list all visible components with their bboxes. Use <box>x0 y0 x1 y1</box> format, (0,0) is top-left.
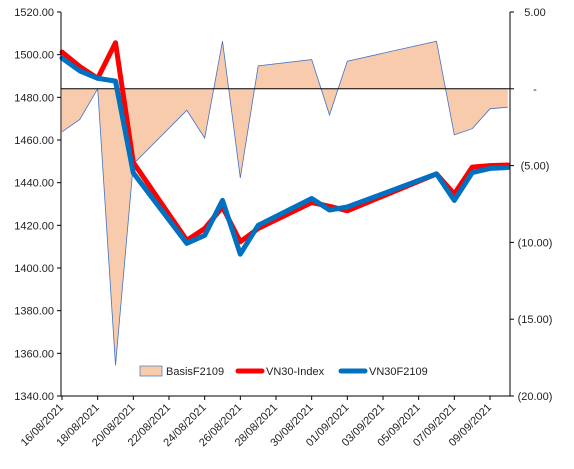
left-tick-label: 1400.00 <box>14 263 54 275</box>
plot-area <box>59 40 511 366</box>
right-tick-label: 5.00 <box>524 7 545 19</box>
x-axis: 16/08/202118/08/202120/08/202122/08/2021… <box>19 395 510 449</box>
legend-label-basisf2109: BasisF2109 <box>166 366 224 378</box>
series-line-vn30f2109 <box>59 55 511 257</box>
basis-area-edge <box>61 40 508 366</box>
right-tick-label: (5.00) <box>521 161 550 173</box>
left-tick-label: 1380.00 <box>14 306 54 318</box>
basis-area <box>62 41 508 366</box>
left-tick-label: 1440.00 <box>14 178 54 190</box>
left-tick-label: 1420.00 <box>14 220 54 232</box>
left-tick-label: 1340.00 <box>14 391 54 403</box>
legend-swatch-basisf2109 <box>139 365 163 377</box>
right-y-axis: 5.00 - (5.00) (10.00) (15.00) (20.00) <box>509 7 553 403</box>
left-tick-label: 1500.00 <box>14 50 54 62</box>
left-tick-label: 1360.00 <box>14 348 54 360</box>
legend-label-vn30f2109: VN30F2109 <box>369 366 428 378</box>
right-tick-label: - <box>533 84 537 96</box>
left-y-axis: 1340.00 1360.00 1380.00 1400.00 1420.00 1440.… <box>14 7 62 403</box>
right-tick-label: (20.00) <box>518 391 553 403</box>
legend-label-vn30-index: VN30-Index <box>266 366 325 378</box>
left-tick-label: 1480.00 <box>14 92 54 104</box>
left-tick-label: 1460.00 <box>14 135 54 147</box>
right-tick-label: (15.00) <box>518 314 553 326</box>
left-tick-label: 1520.00 <box>14 7 54 19</box>
legend: BasisF2109 VN30-Index VN30F2109 <box>139 365 428 378</box>
right-tick-label: (10.00) <box>518 237 553 249</box>
